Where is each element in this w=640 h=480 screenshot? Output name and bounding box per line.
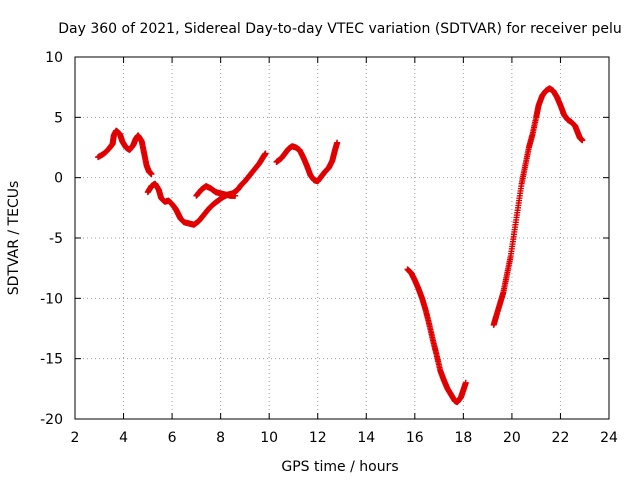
data-point: [148, 171, 155, 178]
axis-ticks: [74, 56, 610, 420]
data-points: [95, 85, 586, 406]
y-tick-label: -20: [40, 412, 63, 428]
x-tick-label: 14: [357, 430, 375, 446]
x-tick-label: 12: [309, 430, 327, 446]
x-tick-label: 24: [600, 430, 618, 446]
chart-title: Day 360 of 2021, Sidereal Day-to-day VTE…: [58, 21, 621, 37]
x-tick-label: 10: [260, 430, 278, 446]
series-arc2: [144, 150, 269, 228]
x-tick-label: 20: [503, 430, 521, 446]
x-tick-label: 22: [552, 430, 570, 446]
y-tick-label: 0: [54, 171, 63, 187]
y-tick-label: -5: [49, 231, 63, 247]
series-arc3: [193, 183, 239, 199]
y-tick-label: -10: [40, 291, 63, 307]
x-tick-label: 4: [119, 430, 128, 446]
data-point: [262, 150, 269, 157]
grid: [75, 57, 609, 419]
y-axis-label: SDTVAR / TECUs: [6, 181, 22, 296]
data-point: [579, 137, 586, 144]
series-arc6: [490, 85, 586, 328]
series-arc4: [273, 139, 341, 185]
x-tick-label: 8: [216, 430, 225, 446]
series-arc1: [95, 127, 155, 178]
data-point: [334, 139, 341, 146]
data-point: [232, 192, 239, 199]
y-tick-label: 10: [45, 50, 63, 66]
x-tick-label: 2: [71, 430, 80, 446]
x-tick-label: 6: [168, 430, 177, 446]
data-point: [462, 379, 469, 386]
x-tick-label: 16: [406, 430, 424, 446]
x-tick-label: 18: [454, 430, 472, 446]
series-arc5: [404, 266, 469, 406]
y-tick-label: -15: [40, 352, 63, 368]
y-tick-label: 5: [54, 110, 63, 126]
x-axis-label: GPS time / hours: [281, 459, 398, 475]
